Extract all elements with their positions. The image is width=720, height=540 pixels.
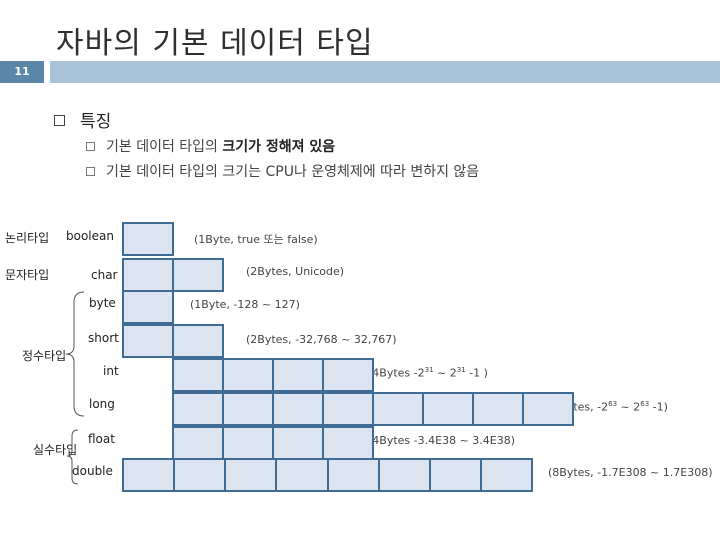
desc-char: (2Bytes, Unicode) (246, 265, 345, 278)
type-label-int: int (103, 364, 119, 378)
category-real: 실수타입 (33, 443, 78, 457)
byte-cell-float (172, 426, 224, 460)
category-logical: 논리타입 (5, 231, 50, 245)
byte-cell-short (122, 324, 174, 358)
byte-cell-long (172, 392, 224, 426)
byte-cell-long (372, 392, 424, 426)
byte-cell-long (222, 392, 274, 426)
type-label-short: short (88, 331, 119, 345)
byte-cell-long (422, 392, 474, 426)
byte-cell-byte (122, 290, 174, 324)
desc-short: (2Bytes, -32,768 ~ 32,767) (246, 333, 397, 346)
byte-cell-int (172, 358, 224, 392)
type-label-long: long (89, 397, 115, 411)
desc-float: (4Bytes -3.4E38 ~ 3.4E38) (368, 434, 516, 447)
type-label-char: char (91, 268, 118, 282)
type-label-byte: byte (89, 296, 116, 310)
type-label-float: float (88, 432, 115, 446)
byte-cell-long (472, 392, 524, 426)
byte-cell-long (322, 392, 374, 426)
real-brace (66, 429, 79, 485)
byte-cell-char (122, 258, 174, 292)
byte-cell-double (428, 458, 482, 492)
type-label-boolean: boolean (66, 229, 114, 243)
byte-cell-double (173, 458, 227, 492)
byte-cell-long (522, 392, 574, 426)
sub-bullet-icon (86, 142, 95, 151)
byte-cell-long (272, 392, 324, 426)
byte-cell-int (322, 358, 374, 392)
bullet-text-1: 기본 데이터 타입의 크기가 정해져 있음 (106, 139, 336, 155)
byte-cell-int (222, 358, 274, 392)
byte-cell-boolean (122, 222, 174, 256)
bullet-text-2: 기본 데이터 타입의 크기는 CPU나 운영체제에 따라 변하지 않음 (106, 164, 480, 180)
category-character: 문자타입 (5, 268, 50, 282)
type-label-double: double (72, 464, 113, 478)
page-number: 11 (0, 61, 44, 83)
slide-title: 자바의 기본 데이터 타입 (56, 26, 374, 61)
byte-cell-float (222, 426, 274, 460)
byte-cell-double (224, 458, 278, 492)
bullet-square-icon (54, 115, 65, 126)
section-heading: 특징 (80, 112, 112, 132)
byte-cell-double (275, 458, 329, 492)
byte-cell-double (479, 458, 533, 492)
byte-cell-float (322, 426, 374, 460)
desc-double: (8Bytes, -1.7E308 ~ 1.7E308) (548, 466, 713, 479)
header-band (50, 61, 720, 83)
byte-cell-double (326, 458, 380, 492)
byte-cell-char (172, 258, 224, 292)
byte-cell-double (122, 458, 176, 492)
integer-brace (65, 291, 85, 417)
byte-cell-float (272, 426, 324, 460)
desc-int: (4Bytes -231 ~ 231 -1 ) (368, 366, 488, 380)
desc-byte: (1Byte, -128 ~ 127) (190, 298, 300, 311)
sub-bullet-icon (86, 167, 95, 176)
byte-cell-int (272, 358, 324, 392)
byte-cell-double (377, 458, 431, 492)
category-integer: 정수타입 (22, 349, 67, 363)
desc-boolean: (1Byte, true 또는 false) (194, 233, 318, 246)
byte-cell-short (172, 324, 224, 358)
